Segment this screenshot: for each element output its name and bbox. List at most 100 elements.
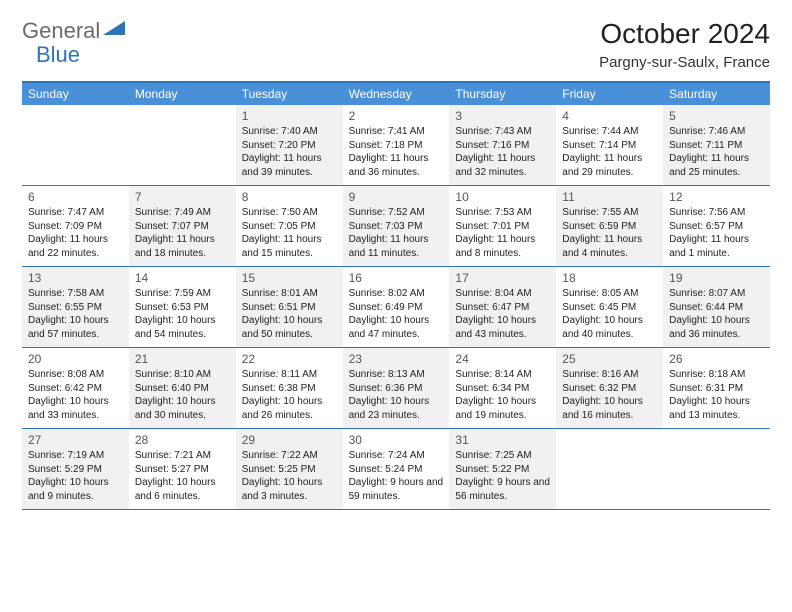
logo-text-general: General — [22, 18, 100, 44]
day-cell: 19Sunrise: 8:07 AMSunset: 6:44 PMDayligh… — [663, 267, 770, 347]
day-number: 31 — [455, 433, 550, 447]
sunset-line: Sunset: 7:20 PM — [242, 139, 337, 153]
location-text: Pargny-sur-Saulx, France — [599, 54, 770, 71]
sunrise-line: Sunrise: 7:52 AM — [349, 206, 444, 220]
sunset-line: Sunset: 7:11 PM — [669, 139, 764, 153]
day-number: 3 — [455, 109, 550, 123]
sunset-line: Sunset: 6:40 PM — [135, 382, 230, 396]
day-number: 19 — [669, 271, 764, 285]
day-cell: 7Sunrise: 7:49 AMSunset: 7:07 PMDaylight… — [129, 186, 236, 266]
day-number: 15 — [242, 271, 337, 285]
sunrise-line: Sunrise: 8:10 AM — [135, 368, 230, 382]
calendar-grid: SundayMondayTuesdayWednesdayThursdayFrid… — [22, 81, 770, 510]
day-cell: 25Sunrise: 8:16 AMSunset: 6:32 PMDayligh… — [556, 348, 663, 428]
day-number: 7 — [135, 190, 230, 204]
empty-cell — [22, 105, 129, 185]
daylight-line: Daylight: 10 hours and 23 minutes. — [349, 395, 444, 422]
day-header-row: SundayMondayTuesdayWednesdayThursdayFrid… — [22, 83, 770, 105]
logo-triangle-icon — [103, 21, 125, 44]
daylight-line: Daylight: 10 hours and 3 minutes. — [242, 476, 337, 503]
daylight-line: Daylight: 9 hours and 56 minutes. — [455, 476, 550, 503]
sunrise-line: Sunrise: 8:07 AM — [669, 287, 764, 301]
week-row: 27Sunrise: 7:19 AMSunset: 5:29 PMDayligh… — [22, 429, 770, 510]
day-number: 10 — [455, 190, 550, 204]
sunrise-line: Sunrise: 7:41 AM — [349, 125, 444, 139]
day-cell: 11Sunrise: 7:55 AMSunset: 6:59 PMDayligh… — [556, 186, 663, 266]
day-number: 12 — [669, 190, 764, 204]
sunrise-line: Sunrise: 7:22 AM — [242, 449, 337, 463]
sunrise-line: Sunrise: 7:43 AM — [455, 125, 550, 139]
sunset-line: Sunset: 6:44 PM — [669, 301, 764, 315]
day-header-cell: Saturday — [663, 83, 770, 105]
daylight-line: Daylight: 10 hours and 47 minutes. — [349, 314, 444, 341]
sunrise-line: Sunrise: 7:24 AM — [349, 449, 444, 463]
day-cell: 26Sunrise: 8:18 AMSunset: 6:31 PMDayligh… — [663, 348, 770, 428]
sunrise-line: Sunrise: 7:47 AM — [28, 206, 123, 220]
sunset-line: Sunset: 7:14 PM — [562, 139, 657, 153]
sunrise-line: Sunrise: 8:04 AM — [455, 287, 550, 301]
sunset-line: Sunset: 5:27 PM — [135, 463, 230, 477]
day-cell: 21Sunrise: 8:10 AMSunset: 6:40 PMDayligh… — [129, 348, 236, 428]
day-cell: 15Sunrise: 8:01 AMSunset: 6:51 PMDayligh… — [236, 267, 343, 347]
day-number: 11 — [562, 190, 657, 204]
weeks-container: 1Sunrise: 7:40 AMSunset: 7:20 PMDaylight… — [22, 105, 770, 510]
daylight-line: Daylight: 11 hours and 8 minutes. — [455, 233, 550, 260]
day-number: 13 — [28, 271, 123, 285]
sunrise-line: Sunrise: 7:44 AM — [562, 125, 657, 139]
day-number: 30 — [349, 433, 444, 447]
day-cell: 14Sunrise: 7:59 AMSunset: 6:53 PMDayligh… — [129, 267, 236, 347]
calendar-page: General October 2024 Pargny-sur-Saulx, F… — [0, 0, 792, 520]
sunrise-line: Sunrise: 7:55 AM — [562, 206, 657, 220]
sunrise-line: Sunrise: 8:16 AM — [562, 368, 657, 382]
sunset-line: Sunset: 6:36 PM — [349, 382, 444, 396]
sunrise-line: Sunrise: 7:21 AM — [135, 449, 230, 463]
logo-text-blue: Blue — [36, 42, 80, 67]
sunrise-line: Sunrise: 7:49 AM — [135, 206, 230, 220]
sunrise-line: Sunrise: 8:14 AM — [455, 368, 550, 382]
daylight-line: Daylight: 10 hours and 50 minutes. — [242, 314, 337, 341]
daylight-line: Daylight: 10 hours and 9 minutes. — [28, 476, 123, 503]
day-number: 4 — [562, 109, 657, 123]
daylight-line: Daylight: 10 hours and 40 minutes. — [562, 314, 657, 341]
sunset-line: Sunset: 6:34 PM — [455, 382, 550, 396]
day-cell: 23Sunrise: 8:13 AMSunset: 6:36 PMDayligh… — [343, 348, 450, 428]
empty-cell — [556, 429, 663, 509]
sunset-line: Sunset: 6:57 PM — [669, 220, 764, 234]
sunrise-line: Sunrise: 7:25 AM — [455, 449, 550, 463]
sunset-line: Sunset: 6:49 PM — [349, 301, 444, 315]
day-cell: 28Sunrise: 7:21 AMSunset: 5:27 PMDayligh… — [129, 429, 236, 509]
month-title: October 2024 — [599, 18, 770, 50]
sunset-line: Sunset: 7:16 PM — [455, 139, 550, 153]
daylight-line: Daylight: 10 hours and 13 minutes. — [669, 395, 764, 422]
day-cell: 2Sunrise: 7:41 AMSunset: 7:18 PMDaylight… — [343, 105, 450, 185]
day-number: 14 — [135, 271, 230, 285]
day-header-cell: Monday — [129, 83, 236, 105]
sunset-line: Sunset: 6:31 PM — [669, 382, 764, 396]
week-row: 1Sunrise: 7:40 AMSunset: 7:20 PMDaylight… — [22, 105, 770, 186]
day-cell: 17Sunrise: 8:04 AMSunset: 6:47 PMDayligh… — [449, 267, 556, 347]
sunset-line: Sunset: 7:09 PM — [28, 220, 123, 234]
daylight-line: Daylight: 10 hours and 54 minutes. — [135, 314, 230, 341]
daylight-line: Daylight: 11 hours and 32 minutes. — [455, 152, 550, 179]
sunrise-line: Sunrise: 8:18 AM — [669, 368, 764, 382]
daylight-line: Daylight: 10 hours and 26 minutes. — [242, 395, 337, 422]
sunset-line: Sunset: 7:05 PM — [242, 220, 337, 234]
daylight-line: Daylight: 11 hours and 11 minutes. — [349, 233, 444, 260]
daylight-line: Daylight: 11 hours and 18 minutes. — [135, 233, 230, 260]
sunset-line: Sunset: 6:59 PM — [562, 220, 657, 234]
day-cell: 13Sunrise: 7:58 AMSunset: 6:55 PMDayligh… — [22, 267, 129, 347]
daylight-line: Daylight: 11 hours and 15 minutes. — [242, 233, 337, 260]
daylight-line: Daylight: 11 hours and 25 minutes. — [669, 152, 764, 179]
day-number: 25 — [562, 352, 657, 366]
sunset-line: Sunset: 7:18 PM — [349, 139, 444, 153]
day-cell: 18Sunrise: 8:05 AMSunset: 6:45 PMDayligh… — [556, 267, 663, 347]
empty-cell — [663, 429, 770, 509]
sunset-line: Sunset: 6:42 PM — [28, 382, 123, 396]
sunset-line: Sunset: 5:25 PM — [242, 463, 337, 477]
sunrise-line: Sunrise: 7:46 AM — [669, 125, 764, 139]
day-cell: 20Sunrise: 8:08 AMSunset: 6:42 PMDayligh… — [22, 348, 129, 428]
daylight-line: Daylight: 11 hours and 1 minute. — [669, 233, 764, 260]
day-number: 18 — [562, 271, 657, 285]
day-header-cell: Tuesday — [236, 83, 343, 105]
sunrise-line: Sunrise: 8:01 AM — [242, 287, 337, 301]
